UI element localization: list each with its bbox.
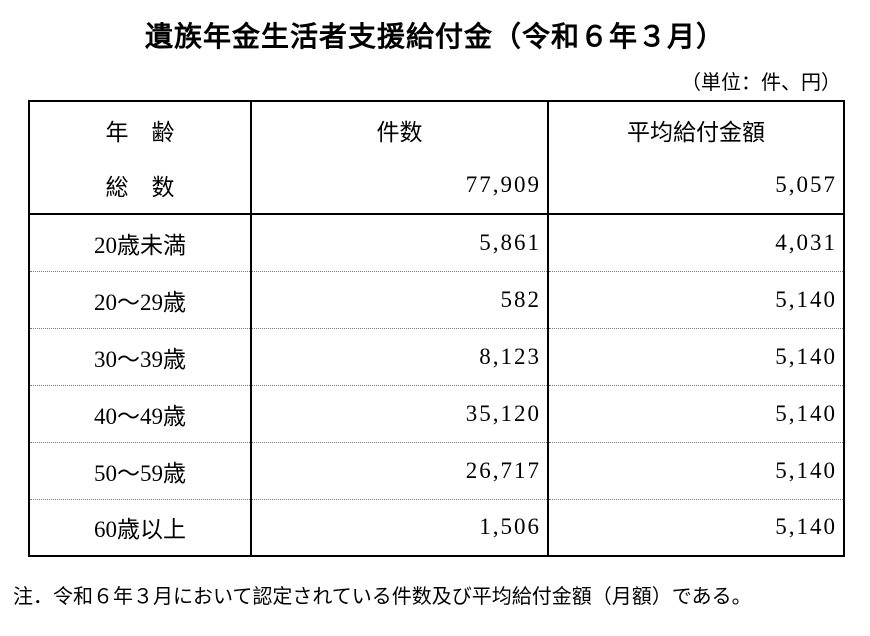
header-row: 年 齢 件数 平均給付金額	[28, 101, 845, 157]
average-amount-cell: 4,031	[547, 214, 845, 272]
count-cell: 5,861	[250, 214, 549, 272]
column-header-age: 年 齢	[28, 101, 252, 157]
table-row: 60歳以上 1,506 5,140	[28, 499, 845, 556]
age-cell: 総 数	[28, 157, 252, 215]
count-cell: 8,123	[250, 328, 549, 386]
count-cell: 26,717	[250, 442, 549, 500]
table-row: 20〜29歳 582 5,140	[28, 271, 845, 329]
table-row: 20歳未満 5,861 4,031	[28, 214, 845, 272]
average-amount-cell: 5,140	[547, 271, 845, 329]
count-cell: 582	[250, 271, 549, 329]
table-row: 30〜39歳 8,123 5,140	[28, 328, 845, 386]
count-cell: 77,909	[250, 157, 549, 215]
table-row: 40〜49歳 35,120 5,140	[28, 385, 845, 443]
age-cell: 40〜49歳	[28, 385, 252, 443]
age-cell: 20〜29歳	[28, 271, 252, 329]
footnote: 注．令和６年３月において認定されている件数及び平均給付金額（月額）である。	[13, 586, 752, 608]
age-cell: 60歳以上	[28, 499, 252, 556]
average-amount-cell: 5,140	[547, 385, 845, 443]
age-cell: 30〜39歳	[28, 328, 252, 386]
unit-note: （単位：件、円）	[681, 72, 841, 94]
average-amount-cell: 5,140	[547, 499, 845, 556]
age-cell: 20歳未満	[28, 214, 252, 272]
table-row: 総 数 77,909 5,057	[28, 157, 845, 215]
page-title: 遺族年金生活者支援給付金（令和６年３月）	[144, 22, 725, 53]
column-header-count: 件数	[250, 101, 549, 157]
average-amount-cell: 5,140	[547, 328, 845, 386]
average-amount-cell: 5,057	[547, 157, 845, 215]
benefits-table: 年 齢 件数 平均給付金額 総 数 77,909 5,057 20歳未満 5,8…	[28, 100, 845, 557]
age-cell: 50〜59歳	[28, 442, 252, 500]
count-cell: 35,120	[250, 385, 549, 443]
count-cell: 1,506	[250, 499, 549, 556]
column-header-average-amount: 平均給付金額	[547, 101, 845, 157]
average-amount-cell: 5,140	[547, 442, 845, 500]
table-row: 50〜59歳 26,717 5,140	[28, 442, 845, 500]
